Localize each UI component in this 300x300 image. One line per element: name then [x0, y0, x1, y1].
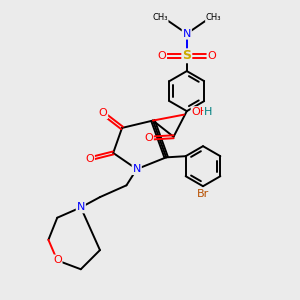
Text: H: H — [204, 107, 212, 117]
Text: N: N — [76, 202, 85, 212]
Text: CH₃: CH₃ — [206, 13, 221, 22]
Text: O: O — [85, 154, 94, 164]
Text: O: O — [144, 133, 153, 143]
Text: CH₃: CH₃ — [153, 13, 168, 22]
Text: O: O — [208, 51, 216, 61]
Text: OH: OH — [191, 107, 208, 117]
Text: O: O — [53, 255, 62, 266]
Text: N: N — [133, 164, 141, 174]
Text: S: S — [182, 49, 191, 62]
Text: O: O — [98, 108, 107, 118]
Text: Br: Br — [197, 189, 209, 199]
Text: O: O — [158, 51, 166, 61]
Text: N: N — [183, 29, 191, 39]
